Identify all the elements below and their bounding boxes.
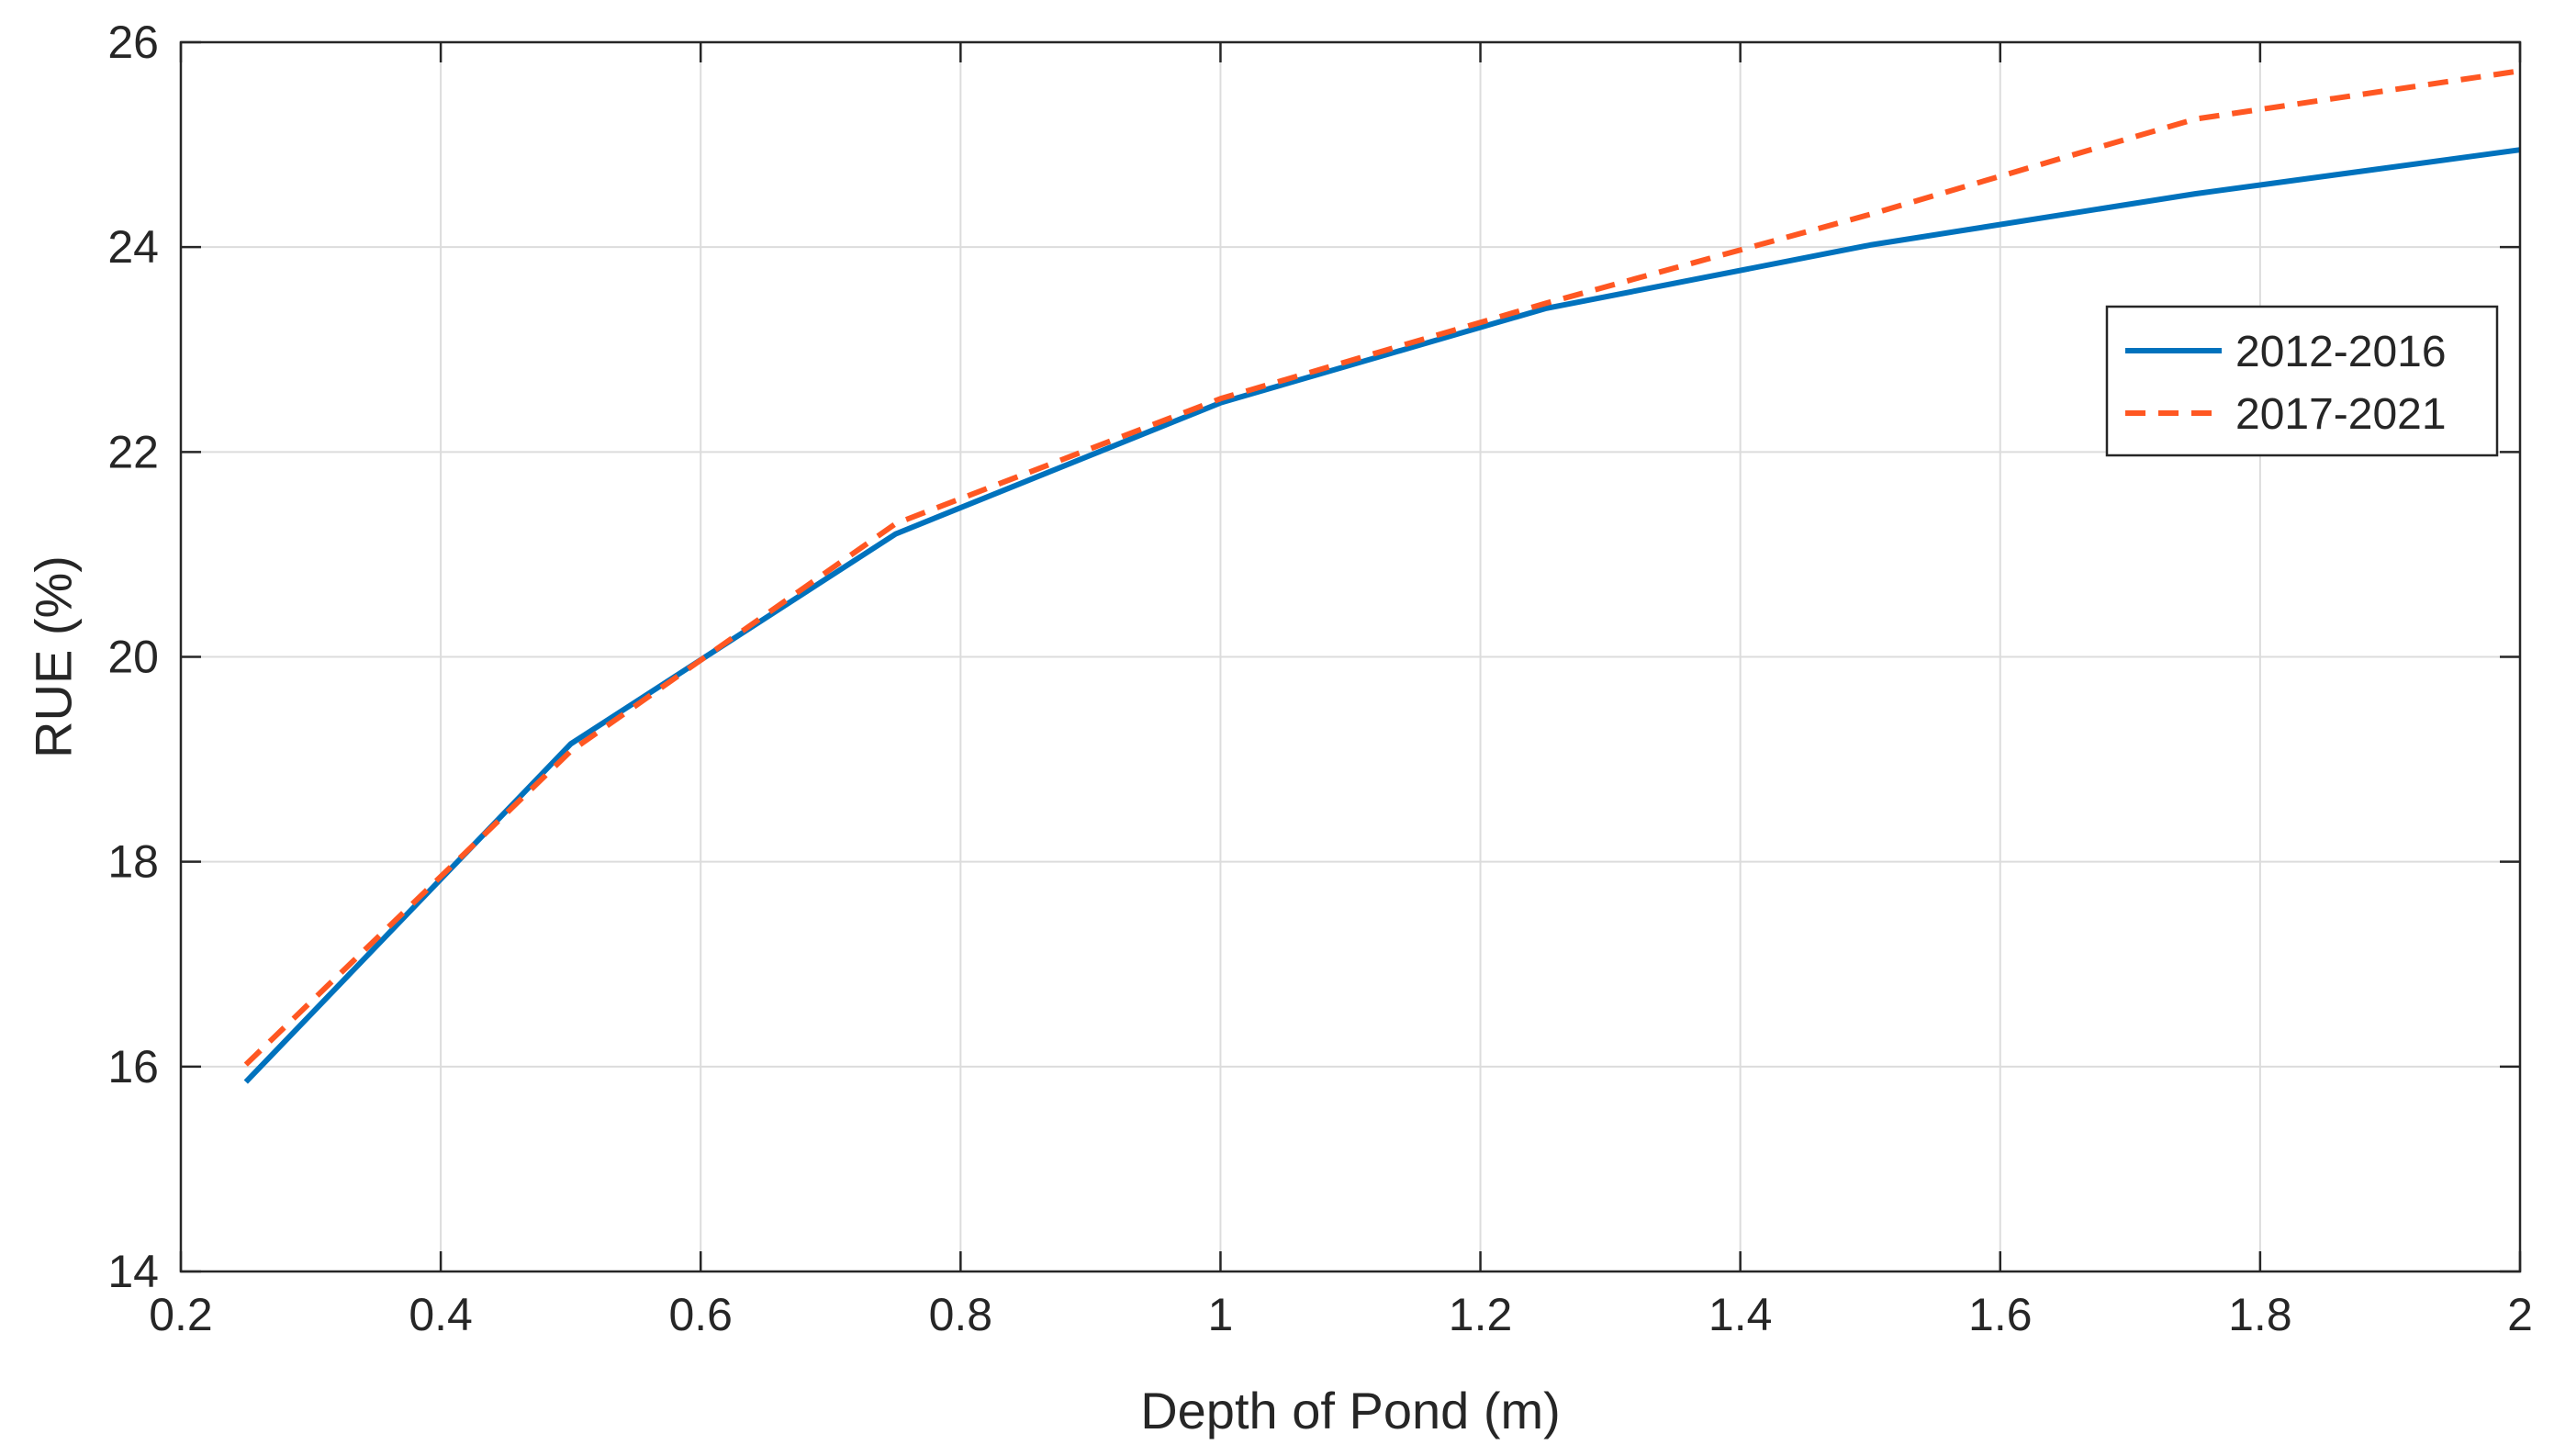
y-tick-label: 22 (107, 426, 159, 477)
x-tick-label: 2 (2507, 1289, 2533, 1340)
y-tick-label: 26 (107, 17, 159, 68)
grid (181, 42, 2520, 1271)
x-tick-label: 1.6 (1968, 1289, 2033, 1340)
series-line-1 (243, 147, 2521, 1084)
y-tick-label: 16 (107, 1041, 159, 1092)
x-tick-label: 0.6 (668, 1289, 733, 1340)
x-tick-label: 1.4 (1708, 1289, 1773, 1340)
legend-box (2105, 305, 2499, 457)
y-tick-label: 14 (107, 1246, 159, 1297)
y-axis-label: RUE (%) (25, 555, 83, 758)
legend-label-2: 2017-2021 (2235, 390, 2447, 439)
x-axis-label: Depth of Pond (m) (1140, 1382, 1561, 1439)
x-tick-label: 0.4 (409, 1289, 473, 1340)
legend-label-1: 2012-2016 (2235, 328, 2447, 376)
x-tick-label: 0.2 (149, 1289, 213, 1340)
x-tick-label: 1.8 (2228, 1289, 2292, 1340)
y-tick-label: 20 (107, 632, 159, 683)
series-line-2 (243, 68, 2521, 1067)
x-tick-label: 1 (1208, 1289, 1234, 1340)
y-tick-label: 24 (107, 221, 159, 273)
x-tick-label: 0.8 (929, 1289, 993, 1340)
axis-ticks: 0.2 0.4 0.6 0.8 1 1.2 1.4 1.6 1.8 2 14 16 18 20 22 24 26 (107, 17, 2533, 1340)
x-tick-label: 1.2 (1449, 1289, 1513, 1340)
legend: 2012-2016 2017-2021 (2105, 305, 2499, 457)
y-tick-label: 18 (107, 836, 159, 888)
series-lines (243, 68, 2521, 1084)
